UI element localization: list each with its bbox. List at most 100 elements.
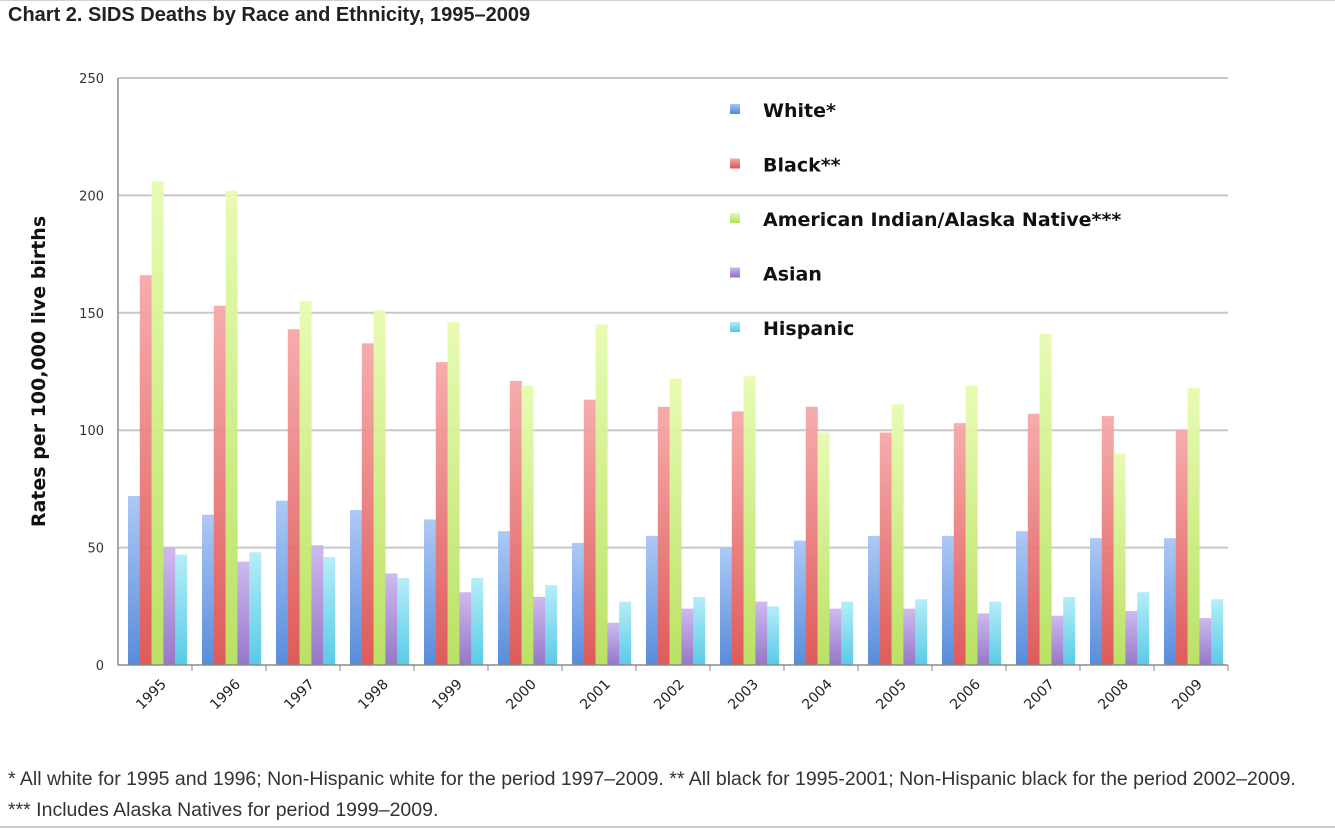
- bar: [276, 500, 288, 665]
- x-tick-label: 2009: [1169, 677, 1206, 714]
- bar: [533, 596, 546, 665]
- bar: [175, 554, 188, 665]
- bar: [891, 404, 904, 665]
- bar: [1039, 333, 1052, 665]
- bar: [323, 556, 336, 665]
- x-tick-label: 2001: [577, 677, 614, 714]
- y-tick-label: 250: [79, 72, 104, 87]
- bar: [829, 608, 842, 665]
- bar: [755, 601, 768, 665]
- bar: [1016, 531, 1028, 665]
- x-tick-label: 2004: [799, 676, 836, 713]
- bar: [989, 601, 1002, 665]
- y-tick-label: 150: [79, 307, 104, 322]
- bar: [681, 608, 694, 665]
- top-border: [0, 0, 1335, 1]
- bar: [299, 301, 312, 665]
- bar: [361, 343, 374, 665]
- bar: [498, 531, 510, 665]
- x-tick-label: 1999: [429, 677, 466, 714]
- bar: [841, 601, 854, 665]
- bar: [669, 378, 682, 665]
- bar: [817, 432, 830, 665]
- bar: [805, 406, 818, 665]
- legend: White* Black** American Indian/Alaska Nati…: [730, 100, 1121, 340]
- legend-swatch: [730, 213, 740, 223]
- bar: [595, 324, 608, 665]
- legend-label: Asian: [763, 264, 822, 286]
- x-tick-label: 2008: [1095, 677, 1132, 714]
- bar: [953, 423, 966, 665]
- x-tick-label: 2002: [651, 677, 688, 714]
- bar: [942, 535, 954, 665]
- y-tick-label: 50: [87, 542, 104, 557]
- bar: [509, 380, 522, 665]
- bar: [424, 519, 436, 665]
- bar: [287, 329, 300, 665]
- x-tick-label: 1996: [207, 676, 244, 713]
- bar: [965, 385, 978, 665]
- legend-swatch: [730, 104, 740, 114]
- legend-label: Hispanic: [763, 318, 854, 340]
- bar: [128, 495, 140, 665]
- bar: [1137, 592, 1150, 665]
- bar: [868, 535, 880, 665]
- bar: [202, 514, 214, 665]
- bar: [1187, 387, 1200, 665]
- bar: [311, 545, 324, 665]
- x-tick-label: 2007: [1021, 677, 1058, 714]
- bar: [1113, 453, 1126, 665]
- x-tick-label: 2000: [503, 677, 540, 714]
- y-axis-label: Rates per 100,000 live births: [28, 216, 50, 527]
- bar: [213, 305, 226, 665]
- bar: [1211, 599, 1224, 665]
- bar: [1063, 596, 1076, 665]
- bar: [163, 547, 176, 665]
- bar: [237, 561, 250, 665]
- bar: [385, 573, 398, 665]
- bar: [720, 547, 732, 665]
- bar: [743, 376, 756, 665]
- bar: [1090, 538, 1102, 665]
- bottom-border: [0, 826, 1335, 828]
- footnote: * All white for 1995 and 1996; Non-Hispa…: [8, 768, 1296, 821]
- bar: [545, 585, 558, 665]
- bar: [1027, 413, 1040, 665]
- legend-label: American Indian/Alaska Native***: [763, 209, 1121, 231]
- bar: [879, 432, 892, 665]
- bar: [767, 606, 780, 665]
- bar: [447, 322, 460, 665]
- bar: [583, 399, 596, 665]
- bar: [1125, 610, 1138, 665]
- bar: [619, 601, 632, 665]
- bars: [128, 181, 1224, 666]
- x-tick-label: 1997: [281, 677, 318, 714]
- bar: [225, 190, 238, 666]
- bar: [915, 599, 928, 665]
- x-tick-label: 2003: [725, 677, 762, 714]
- bar: [471, 578, 484, 665]
- bar: [1164, 538, 1176, 665]
- bar: [435, 362, 448, 665]
- bar: [657, 406, 670, 665]
- bar: [693, 596, 706, 665]
- chart-title: Chart 2. SIDS Deaths by Race and Ethnici…: [8, 4, 531, 26]
- bar: [607, 622, 620, 665]
- x-tick-label: 2006: [947, 676, 984, 713]
- bar: [459, 592, 472, 665]
- bar: [977, 613, 990, 665]
- bar: [794, 540, 806, 665]
- bar: [350, 510, 362, 665]
- bar: [521, 385, 534, 665]
- y-tick-label: 0: [96, 659, 104, 674]
- bar: [249, 552, 262, 665]
- bar-chart: 0 50 100 150 200 250 Rates per 100,000 live bi…: [28, 72, 1229, 714]
- bar: [1051, 615, 1064, 665]
- x-tick-label: 1995: [133, 677, 170, 714]
- legend-label: Black**: [763, 155, 841, 177]
- y-tick-label: 100: [79, 424, 104, 439]
- bar: [151, 181, 164, 665]
- bar: [373, 310, 386, 665]
- bar: [1199, 618, 1212, 665]
- bar: [572, 542, 584, 665]
